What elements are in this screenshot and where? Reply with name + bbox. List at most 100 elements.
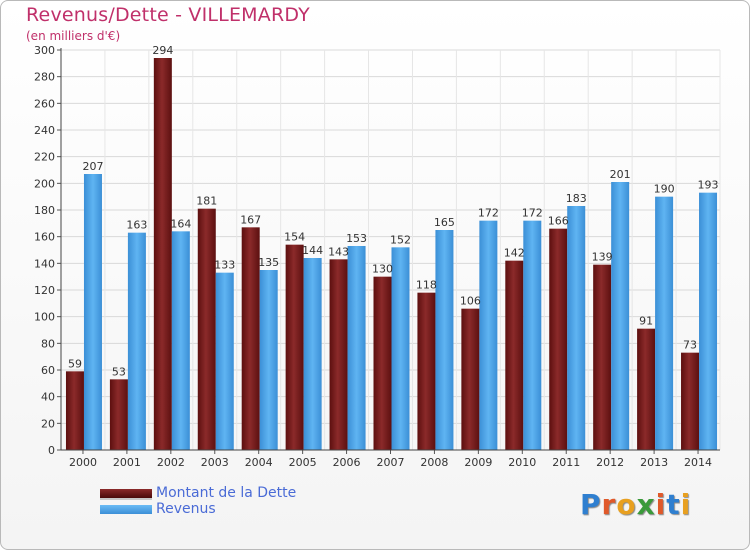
data-label: 166 — [548, 215, 569, 228]
data-label: 165 — [434, 216, 455, 229]
bar-revenus — [83, 174, 102, 450]
bar-dette — [197, 208, 216, 450]
bar-dette — [329, 259, 348, 450]
data-label: 118 — [416, 279, 437, 292]
x-tick-label: 2010 — [508, 456, 536, 469]
bar-dette — [637, 328, 656, 450]
data-label: 130 — [372, 263, 393, 276]
y-tick-label: 200 — [34, 177, 55, 190]
data-label: 135 — [258, 256, 279, 269]
data-label: 144 — [302, 244, 323, 257]
bar-revenus — [611, 182, 630, 450]
data-label: 133 — [214, 259, 235, 272]
bar-revenus — [435, 230, 454, 450]
bar-dette — [461, 308, 480, 450]
x-tick-label: 2005 — [289, 456, 317, 469]
bar-revenus — [655, 196, 674, 450]
data-label: 73 — [683, 339, 697, 352]
data-label: 193 — [698, 179, 719, 192]
y-tick-label: 300 — [34, 44, 55, 57]
x-tick-label: 2014 — [684, 456, 712, 469]
bar-dette — [417, 292, 436, 450]
x-tick-label: 2009 — [464, 456, 492, 469]
y-tick-label: 160 — [34, 231, 55, 244]
x-tick-label: 2013 — [640, 456, 668, 469]
data-label: 154 — [284, 231, 305, 244]
data-label: 207 — [82, 160, 103, 173]
bar-revenus — [303, 258, 322, 450]
legend-label-dette: Montant de la Dette — [156, 485, 297, 501]
x-tick-label: 2012 — [596, 456, 624, 469]
data-label: 163 — [126, 219, 147, 232]
data-label: 143 — [328, 245, 349, 258]
data-label: 164 — [170, 217, 191, 230]
legend-swatch-revenus — [100, 505, 152, 514]
bar-dette — [153, 58, 172, 450]
data-label: 53 — [112, 365, 126, 378]
data-label: 172 — [522, 207, 543, 220]
x-tick-label: 2007 — [377, 456, 405, 469]
bar-revenus — [127, 232, 146, 450]
y-tick-label: 40 — [41, 391, 55, 404]
data-label: 139 — [592, 251, 613, 264]
bar-dette — [681, 352, 700, 450]
data-label: 142 — [504, 247, 525, 260]
y-tick-label: 120 — [34, 284, 55, 297]
data-label: 294 — [152, 44, 173, 57]
bar-revenus — [479, 220, 498, 450]
data-label: 59 — [68, 357, 82, 370]
bar-revenus — [391, 247, 410, 450]
bar-dette — [65, 371, 84, 450]
bar-revenus — [347, 246, 366, 450]
x-tick-label: 2000 — [69, 456, 97, 469]
y-tick-label: 240 — [34, 124, 55, 137]
x-tick-label: 2003 — [201, 456, 229, 469]
y-tick-label: 80 — [41, 337, 55, 350]
y-tick-label: 100 — [34, 311, 55, 324]
bar-dette — [505, 260, 524, 450]
x-tick-label: 2001 — [113, 456, 141, 469]
bar-dette — [373, 276, 392, 450]
y-tick-label: 60 — [41, 364, 55, 377]
bar-dette — [593, 264, 612, 450]
bars-layer — [65, 58, 718, 450]
bar-dette — [241, 227, 260, 450]
y-tick-label: 20 — [41, 417, 55, 430]
bar-revenus — [215, 272, 234, 450]
bar-revenus — [171, 231, 190, 450]
x-tick-label: 2008 — [420, 456, 448, 469]
x-tick-label: 2011 — [552, 456, 580, 469]
data-label: 181 — [196, 195, 217, 208]
data-label: 91 — [639, 315, 653, 328]
legend-label-revenus: Revenus — [156, 501, 216, 517]
x-tick-label: 2002 — [157, 456, 185, 469]
bar-dette — [109, 379, 128, 450]
legend-swatch-dette — [100, 489, 152, 500]
data-label: 201 — [610, 168, 631, 181]
data-label: 167 — [240, 213, 261, 226]
data-label: 106 — [460, 295, 481, 308]
proxiti-logo: Proxiti — [580, 488, 692, 521]
data-label: 153 — [346, 232, 367, 245]
chart-title: Revenus/Dette - VILLEMARDY — [26, 4, 310, 26]
data-label: 190 — [654, 183, 675, 196]
data-label: 152 — [390, 233, 411, 246]
bar-revenus — [567, 206, 586, 450]
bar-revenus — [523, 220, 542, 450]
y-tick-label: 0 — [48, 444, 55, 457]
data-label: 183 — [566, 192, 587, 205]
data-label: 172 — [478, 207, 499, 220]
axes-layer: 0 20 40 60 80 100 120 140 160 180 200 220 240 260 280 3… — [34, 44, 720, 469]
y-tick-label: 280 — [34, 71, 55, 84]
y-tick-label: 260 — [34, 97, 55, 110]
bar-revenus — [699, 192, 718, 450]
bar-dette — [549, 228, 568, 450]
bar-revenus — [259, 270, 278, 450]
bar-dette — [285, 244, 304, 450]
y-tick-label: 180 — [34, 204, 55, 217]
chart-subtitle: (en milliers d'€) — [26, 29, 121, 43]
x-tick-label: 2006 — [333, 456, 361, 469]
y-tick-label: 140 — [34, 257, 55, 270]
